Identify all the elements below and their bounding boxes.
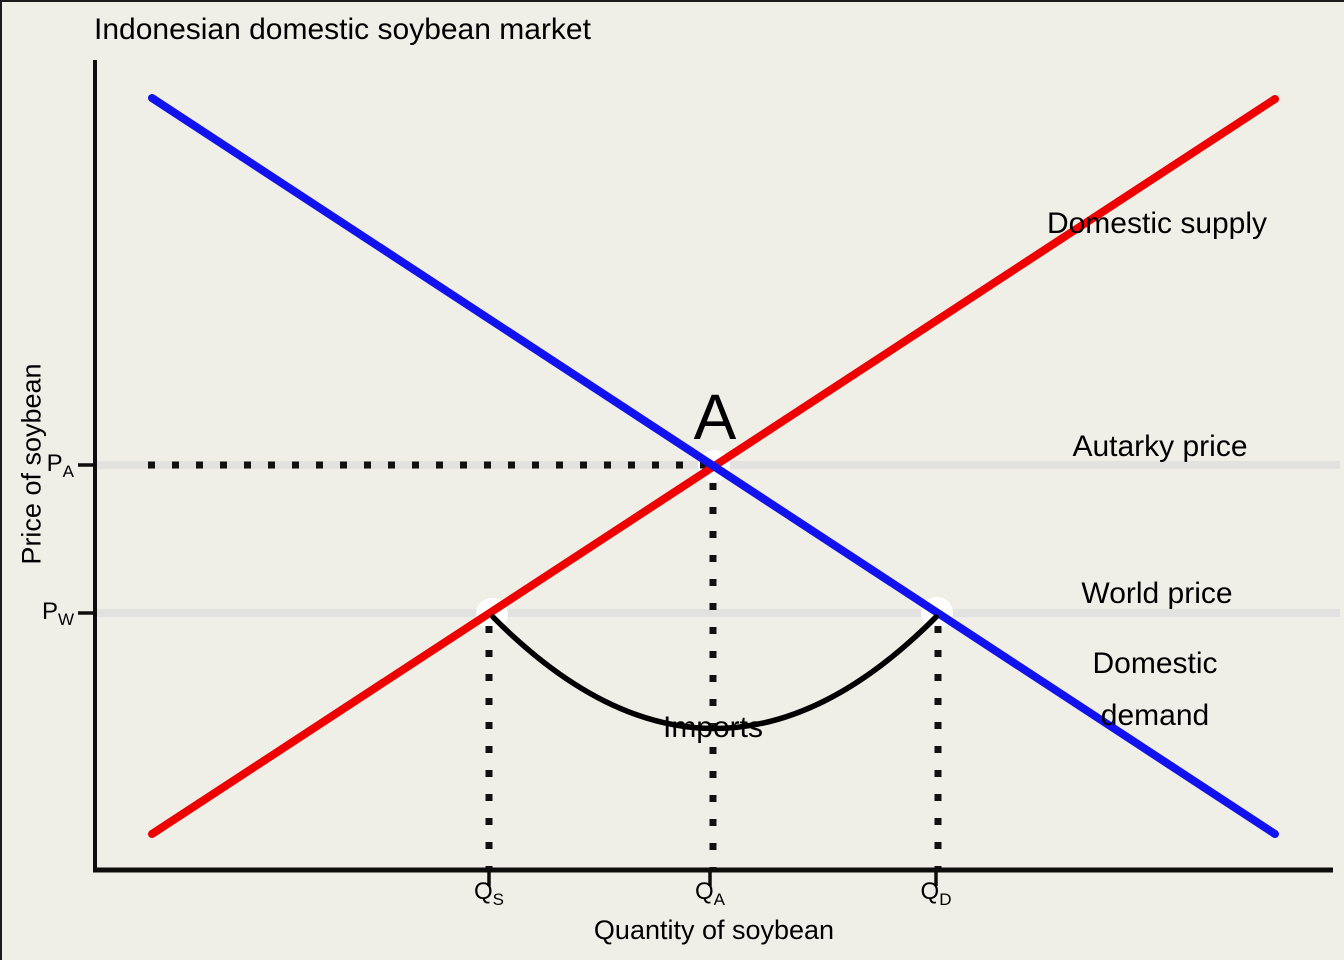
demand-curve-label: Domestic demand <box>1092 647 1218 732</box>
y-tick-label-pa: PA <box>20 450 74 482</box>
equilibrium-point-label: A <box>693 381 737 453</box>
x-tick-qa-main: Q <box>694 878 714 905</box>
chart-title: Indonesian domestic soybean market <box>94 13 591 46</box>
x-tick-qs-sub: S <box>492 889 504 909</box>
x-axis-label: Quantity of soybean <box>593 915 835 945</box>
imports-label: Imports <box>662 711 764 744</box>
y-tick-label-pw: PW <box>20 598 74 630</box>
y-tick-pa-main: P <box>46 450 63 477</box>
y-tick-pa-sub: A <box>62 461 74 481</box>
autarky-price-label: Autarky price <box>1072 430 1248 463</box>
x-tick-qd-main: Q <box>920 878 940 905</box>
x-tick-qa-sub: A <box>713 889 725 909</box>
y-tick-pw-main: P <box>41 598 58 625</box>
x-tick-qd-sub: D <box>939 889 952 909</box>
x-tick-label-qd: QD <box>901 878 971 910</box>
x-tick-qs-main: Q <box>473 878 493 905</box>
y-tick-pw-sub: W <box>57 609 74 629</box>
x-tick-label-qs: QS <box>454 878 524 910</box>
imports-brace <box>490 614 939 732</box>
supply-curve-label: Domestic supply <box>1046 207 1268 240</box>
x-tick-label-qa: QA <box>675 878 745 910</box>
demand-curve <box>148 94 1279 838</box>
world-price-label: World price <box>1081 577 1233 610</box>
